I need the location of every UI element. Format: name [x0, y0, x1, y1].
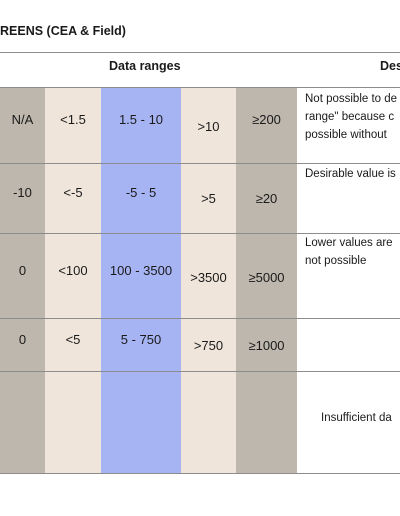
row-description: Insufficient da — [321, 412, 392, 424]
range-cell-desired: -5 - 5 — [125, 185, 157, 200]
range-cell-low: <100 — [58, 263, 88, 278]
range-cell-high: >10 — [197, 119, 220, 134]
range-cell-high: >3500 — [190, 270, 227, 285]
header-data-ranges: Data ranges — [109, 59, 181, 73]
range-cell-high: >750 — [193, 338, 224, 353]
table-top-border — [0, 52, 400, 53]
row-separator — [0, 318, 400, 319]
column-band-low — [45, 88, 101, 473]
table-bottom-border — [0, 473, 400, 474]
row-separator — [0, 163, 400, 164]
row-description: Desirable value is — [305, 168, 396, 180]
column-band-desired — [101, 88, 181, 473]
range-cell-na: 0 — [18, 263, 27, 278]
range-cell-high: >5 — [201, 191, 216, 206]
range-cell-desired: 1.5 - 10 — [118, 112, 164, 127]
range-cell-low: <1.5 — [60, 112, 86, 127]
row-separator — [0, 233, 400, 234]
column-band-na — [0, 88, 45, 473]
row-description: Lower values are not possible — [305, 237, 393, 267]
range-cell-na: 0 — [18, 332, 27, 347]
header-bottom-border — [0, 87, 400, 88]
column-band-high — [181, 88, 236, 473]
range-cell-desired: 100 - 3500 — [109, 263, 173, 278]
range-cell-low: <-5 — [63, 185, 83, 200]
range-cell-very-high: ≥20 — [255, 191, 278, 206]
range-cell-low: <5 — [65, 332, 81, 347]
row-separator — [0, 371, 400, 372]
column-band-very-high — [236, 88, 297, 473]
range-cell-very-high: ≥200 — [252, 112, 281, 127]
range-cell-na: -10 — [13, 185, 32, 200]
range-cell-na: N/A — [11, 112, 34, 127]
table-title: REENS (CEA & Field) — [0, 24, 126, 38]
range-cell-very-high: ≥1000 — [248, 338, 285, 353]
range-cell-very-high: ≥5000 — [248, 270, 285, 285]
row-description: Not possible to de range" because c poss… — [305, 93, 398, 141]
range-cell-desired: 5 - 750 — [120, 332, 162, 347]
header-description: Des — [380, 59, 400, 73]
